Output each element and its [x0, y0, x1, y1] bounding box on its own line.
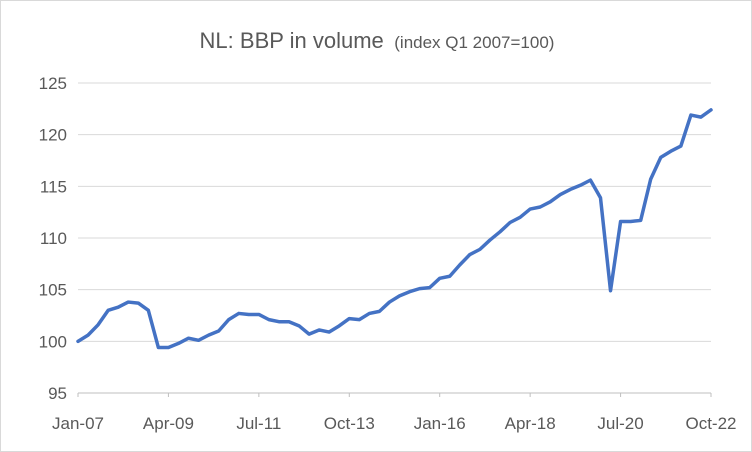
x-tick-label: Jan-07	[52, 414, 104, 433]
x-tick-label: Apr-09	[143, 414, 194, 433]
y-tick-label: 120	[39, 126, 67, 145]
y-tick-label: 100	[39, 332, 67, 351]
x-tick-label: Jan-16	[414, 414, 466, 433]
series-layer	[76, 108, 713, 350]
y-tick-label: 110	[40, 229, 67, 248]
y-tick-label: 125	[39, 74, 67, 93]
chart-title: NL: BBP in volume (index Q1 2007=100)	[200, 28, 555, 53]
y-axis-tick-labels: 95 100 105 110 115 120 125	[39, 74, 67, 403]
x-tick-label: Oct-22	[685, 414, 736, 433]
series-line-bbp-volume	[76, 108, 713, 350]
x-tick-label: Oct-13	[324, 414, 375, 433]
chart-title-subtitle: (index Q1 2007=100)	[394, 33, 554, 52]
y-tick-label: 105	[39, 281, 67, 300]
x-tick-label: Jul-20	[597, 414, 643, 433]
x-tick-label: Jul-11	[236, 414, 281, 433]
y-tick-label: 115	[40, 177, 67, 196]
chart-title-main: NL: BBP in volume	[200, 28, 384, 53]
x-tick-label: Apr-18	[505, 414, 556, 433]
x-axis-tick-labels: Jan-07 Apr-09 Jul-11 Oct-13 Jan-16 Apr-18 Jul-…	[52, 393, 737, 433]
y-tick-label: 95	[48, 384, 67, 403]
